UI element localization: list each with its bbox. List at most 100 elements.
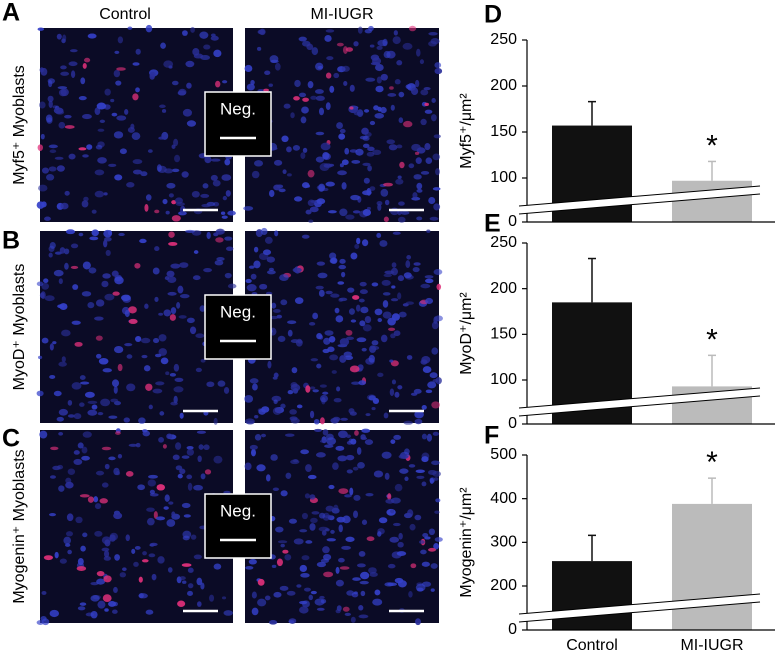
nucleus [96, 570, 105, 577]
nucleus [341, 65, 350, 72]
nucleus [191, 190, 200, 198]
y-tick-label: 200 [490, 577, 517, 594]
nucleus [377, 372, 384, 377]
nucleus [300, 449, 309, 455]
nucleus [54, 551, 59, 559]
nucleus [274, 62, 281, 71]
nucleus [360, 306, 369, 314]
nucleus [362, 209, 372, 217]
nucleus [142, 429, 148, 433]
nucleus [155, 516, 166, 521]
nucleus [326, 538, 336, 542]
nucleus [103, 192, 108, 196]
nucleus [349, 365, 360, 373]
inset-label: Neg. [220, 302, 256, 321]
nucleus [152, 338, 160, 344]
nucleus [179, 262, 189, 268]
nucleus [257, 578, 265, 586]
nucleus [82, 431, 92, 438]
nucleus [409, 523, 416, 531]
nucleus [177, 285, 184, 294]
nucleus [261, 406, 270, 413]
nucleus [221, 174, 232, 181]
nucleus [102, 273, 111, 279]
nucleus [163, 309, 172, 317]
nucleus [310, 358, 319, 362]
nucleus [430, 563, 438, 569]
nucleus [360, 590, 366, 597]
nucleus [316, 607, 325, 611]
nucleus [70, 243, 79, 249]
nucleus [41, 201, 47, 208]
nucleus [359, 281, 367, 287]
nucleus [424, 142, 431, 151]
nucleus [114, 554, 121, 561]
nucleus [294, 79, 301, 88]
nucleus [187, 590, 194, 597]
nucleus [142, 551, 147, 556]
nucleus [322, 151, 330, 160]
nucleus [288, 620, 295, 624]
nucleus [359, 289, 368, 295]
nucleus [344, 355, 354, 360]
nucleus [254, 434, 262, 441]
nucleus [128, 318, 138, 325]
nucleus [244, 64, 253, 73]
nucleus [282, 169, 287, 175]
nucleus [170, 263, 181, 269]
nucleus [343, 81, 348, 87]
nucleus [294, 297, 304, 304]
nucleus [316, 333, 323, 340]
nucleus [124, 309, 130, 318]
nucleus [380, 73, 388, 81]
nucleus [309, 523, 316, 531]
nucleus [290, 112, 295, 119]
nucleus [49, 475, 57, 479]
nucleus [305, 385, 311, 393]
nucleus [307, 169, 315, 178]
nucleus [415, 583, 426, 592]
nucleus [341, 545, 351, 550]
nucleus [260, 433, 267, 438]
nucleus [376, 76, 382, 84]
nucleus [402, 42, 413, 50]
nucleus [361, 347, 367, 352]
nucleus [176, 301, 181, 309]
nucleus [365, 413, 371, 417]
nucleus [65, 477, 72, 484]
nucleus [352, 210, 361, 214]
nucleus [368, 25, 374, 32]
nucleus [309, 206, 319, 213]
nucleus [354, 243, 360, 249]
nucleus [434, 67, 443, 75]
nucleus [328, 484, 335, 490]
nucleus [339, 208, 348, 217]
nucleus [96, 578, 106, 585]
nucleus [419, 59, 425, 65]
nucleus [174, 377, 184, 382]
nucleus [186, 445, 194, 450]
nucleus [60, 202, 69, 210]
row-label: MyoD⁺ Myoblasts [11, 264, 28, 391]
y-tick-label: 0 [508, 213, 517, 230]
nucleus [356, 563, 366, 568]
nucleus [436, 283, 442, 291]
nucleus [335, 445, 345, 451]
nucleus [315, 452, 326, 458]
nucleus [426, 229, 431, 233]
micrograph [36, 428, 233, 626]
nucleus [366, 151, 375, 157]
nucleus [160, 357, 169, 365]
nucleus [336, 42, 344, 47]
nucleus [408, 163, 415, 169]
nucleus [302, 97, 309, 102]
column-label: Control [99, 6, 151, 23]
nucleus [431, 98, 436, 104]
nucleus [103, 575, 112, 583]
nucleus [268, 620, 278, 625]
nucleus [428, 31, 438, 36]
nucleus [50, 446, 59, 451]
nucleus [345, 47, 354, 52]
nucleus [318, 512, 326, 519]
nucleus [244, 418, 255, 425]
